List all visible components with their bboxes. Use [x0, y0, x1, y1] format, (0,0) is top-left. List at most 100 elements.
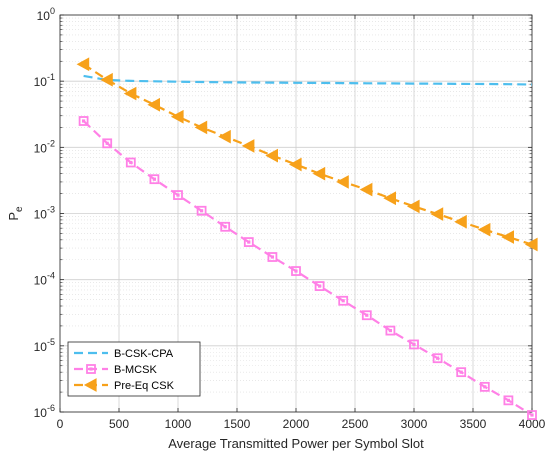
- square-outer: [338, 295, 349, 306]
- legend: B-CSK-CPA B-MCSK Pre-Eq CSK: [67, 341, 201, 397]
- square-outer: [361, 310, 372, 321]
- square-inner: [200, 209, 204, 213]
- square-inner: [152, 177, 156, 181]
- y-tick-label: 10-4: [34, 271, 55, 288]
- square-outer: [527, 410, 537, 420]
- data-point: [361, 310, 372, 321]
- x-tick-label: 3500: [460, 417, 487, 431]
- square-inner: [82, 119, 86, 123]
- data-point: [196, 205, 207, 216]
- legend-item: B-CSK-CPA: [74, 348, 174, 360]
- square-outer: [314, 281, 325, 291]
- series-b-csk-cpa: [83, 74, 533, 86]
- data-point: [406, 199, 420, 214]
- square-inner: [270, 255, 274, 259]
- legend-marker: [83, 378, 97, 392]
- data-point: [456, 367, 467, 378]
- data-point: [194, 120, 208, 135]
- square-inner: [223, 225, 227, 229]
- legend-label: B-CSK-CPA: [114, 348, 174, 360]
- legend-item: B-MCSK: [74, 364, 157, 376]
- series-b-mcsk: [78, 116, 537, 420]
- square-outer: [196, 205, 207, 216]
- square-outer: [125, 157, 136, 168]
- data-point: [501, 230, 514, 244]
- square-inner: [318, 284, 322, 288]
- square-inner: [365, 313, 369, 317]
- series-pre-eq-csk: [76, 57, 538, 252]
- data-point: [170, 109, 184, 124]
- square-outer: [86, 364, 96, 374]
- y-tick-label: 100: [37, 6, 55, 23]
- square-inner: [436, 356, 440, 360]
- data-point: [430, 207, 444, 221]
- data-point: [527, 410, 537, 420]
- square-inner: [412, 342, 416, 347]
- data-point: [267, 252, 278, 262]
- square-inner: [530, 413, 534, 417]
- data-point: [338, 295, 349, 306]
- square-outer: [220, 221, 231, 232]
- square-outer: [432, 353, 443, 364]
- data-point: [220, 221, 231, 232]
- legend-item: Pre-Eq CSK: [74, 378, 175, 392]
- data-point: [123, 86, 137, 101]
- data-point: [76, 57, 90, 72]
- square-outer: [78, 116, 89, 126]
- x-tick-label: 4000: [519, 417, 546, 431]
- square-inner: [459, 370, 463, 374]
- data-point: [78, 116, 89, 126]
- data-point: [125, 157, 136, 168]
- x-tick-label: 1500: [224, 417, 251, 431]
- x-tick-label: 0: [57, 417, 64, 431]
- square-inner: [176, 193, 180, 197]
- series-line: [83, 74, 533, 86]
- data-point: [173, 190, 183, 200]
- data-point: [503, 395, 514, 406]
- square-outer: [149, 174, 160, 185]
- x-tick-label: 500: [109, 417, 129, 431]
- square-outer: [267, 252, 278, 262]
- x-tick-label: 3000: [401, 417, 428, 431]
- square-outer: [409, 339, 419, 350]
- square-inner: [294, 269, 298, 273]
- y-tick-label: 10-3: [34, 205, 55, 222]
- data-point: [336, 175, 349, 189]
- square-inner: [247, 240, 251, 244]
- data-point: [383, 191, 396, 206]
- data-point: [147, 97, 160, 112]
- square-outer: [479, 381, 490, 392]
- square-inner: [483, 385, 487, 389]
- data-point: [409, 339, 419, 350]
- data-point: [524, 237, 538, 252]
- square-inner: [341, 299, 345, 303]
- square-inner: [388, 328, 392, 333]
- data-point: [477, 222, 491, 237]
- data-point: [149, 174, 160, 185]
- data-point: [479, 381, 490, 392]
- square-inner: [506, 398, 510, 402]
- data-point: [288, 157, 302, 172]
- data-point: [102, 138, 113, 149]
- data-point: [291, 266, 301, 276]
- x-tick-label: 1000: [165, 417, 192, 431]
- legend-label: B-MCSK: [114, 364, 157, 376]
- data-point: [243, 237, 254, 247]
- square-outer: [385, 325, 396, 336]
- square-outer: [456, 367, 467, 378]
- x-tick-label: 2000: [283, 417, 310, 431]
- data-point: [454, 214, 467, 229]
- data-point: [359, 182, 373, 197]
- legend-marker: [86, 364, 96, 374]
- x-axis-label: Average Transmitted Power per Symbol Slo…: [168, 436, 424, 451]
- y-tick-label: 10-5: [34, 337, 55, 354]
- square-outer: [102, 138, 113, 149]
- y-tick-label: 10-1: [34, 72, 55, 89]
- square-outer: [173, 190, 183, 200]
- x-tick-label: 2500: [342, 417, 369, 431]
- square-outer: [503, 395, 514, 406]
- y-tick-label: 10-6: [34, 403, 55, 420]
- y-axis-label: Pe: [6, 206, 25, 221]
